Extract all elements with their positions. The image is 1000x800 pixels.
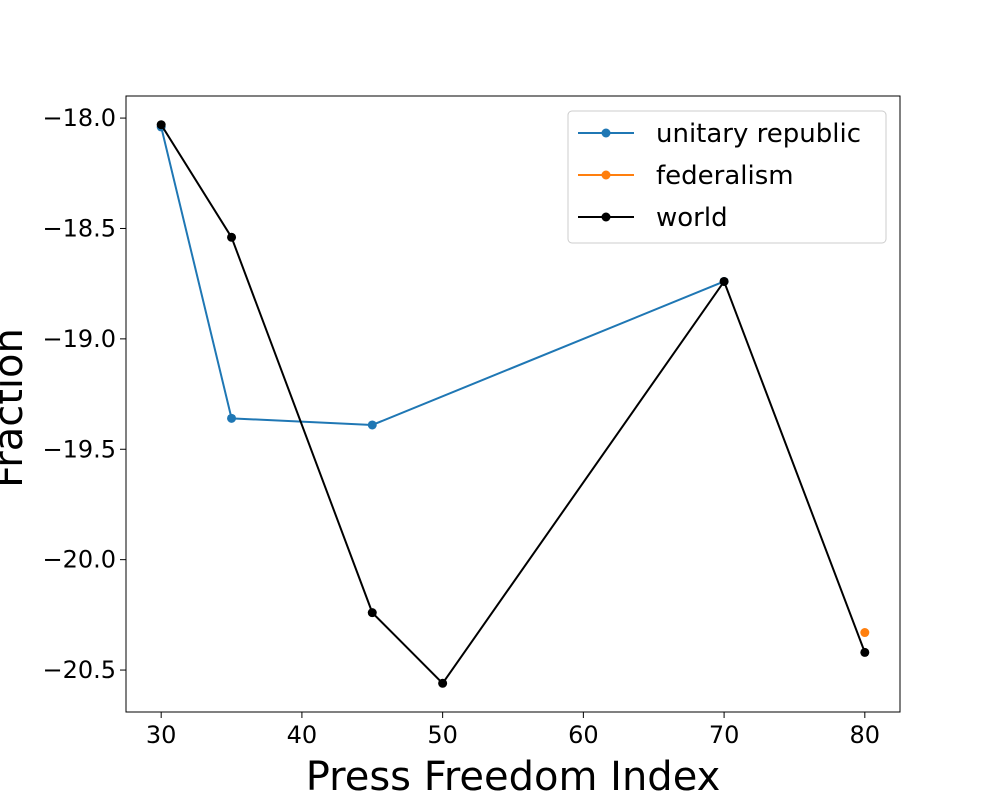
y-tick-label: −19.5 — [42, 435, 116, 463]
y-tick-label: −20.5 — [42, 656, 116, 684]
series-world — [156, 120, 870, 688]
y-tick-label: −18.5 — [42, 214, 116, 242]
data-point — [719, 276, 729, 286]
series-federalism — [860, 628, 870, 638]
series-line — [160, 124, 866, 685]
y-tick-label: −18.0 — [42, 104, 116, 132]
data-point — [367, 420, 377, 430]
legend-item: unitary republic — [578, 119, 861, 149]
x-tick-label: 60 — [568, 721, 599, 749]
data-point — [227, 232, 237, 242]
legend-label: world — [656, 203, 728, 233]
legend-marker — [601, 170, 611, 180]
series-layer — [156, 120, 870, 688]
legend-box — [567, 110, 887, 244]
y-axis-title: Fraction — [0, 328, 32, 488]
legend-marker — [601, 128, 611, 138]
x-tick-label: 70 — [709, 721, 740, 749]
x-tick-label: 30 — [146, 721, 177, 749]
legend-label: unitary republic — [656, 119, 861, 149]
plot-area-frame — [125, 95, 901, 713]
legend-marker — [601, 212, 611, 222]
legend-item: federalism — [578, 161, 794, 191]
data-point — [156, 120, 166, 130]
data-point — [860, 647, 870, 657]
x-tick-label: 40 — [287, 721, 318, 749]
x-tick-label: 80 — [850, 721, 881, 749]
data-point — [860, 628, 870, 638]
y-tick-label: −20.0 — [42, 546, 116, 574]
x-tick-label: 50 — [427, 721, 458, 749]
legend-label: federalism — [656, 161, 794, 191]
data-point — [227, 413, 237, 423]
x-axis-title: Press Freedom Index — [306, 754, 721, 800]
y-tick-label: −19.0 — [42, 325, 116, 353]
y-axis: −18.0 −18.5 −19.0 −19.5 −20.0 −20.5 — [42, 104, 126, 684]
series-line — [160, 126, 725, 426]
legend: unitary republic federalism world — [567, 110, 887, 244]
x-axis: 30 40 50 60 70 80 — [146, 712, 880, 749]
data-point — [438, 678, 448, 688]
data-point — [367, 608, 377, 618]
legend-item: world — [578, 203, 728, 233]
